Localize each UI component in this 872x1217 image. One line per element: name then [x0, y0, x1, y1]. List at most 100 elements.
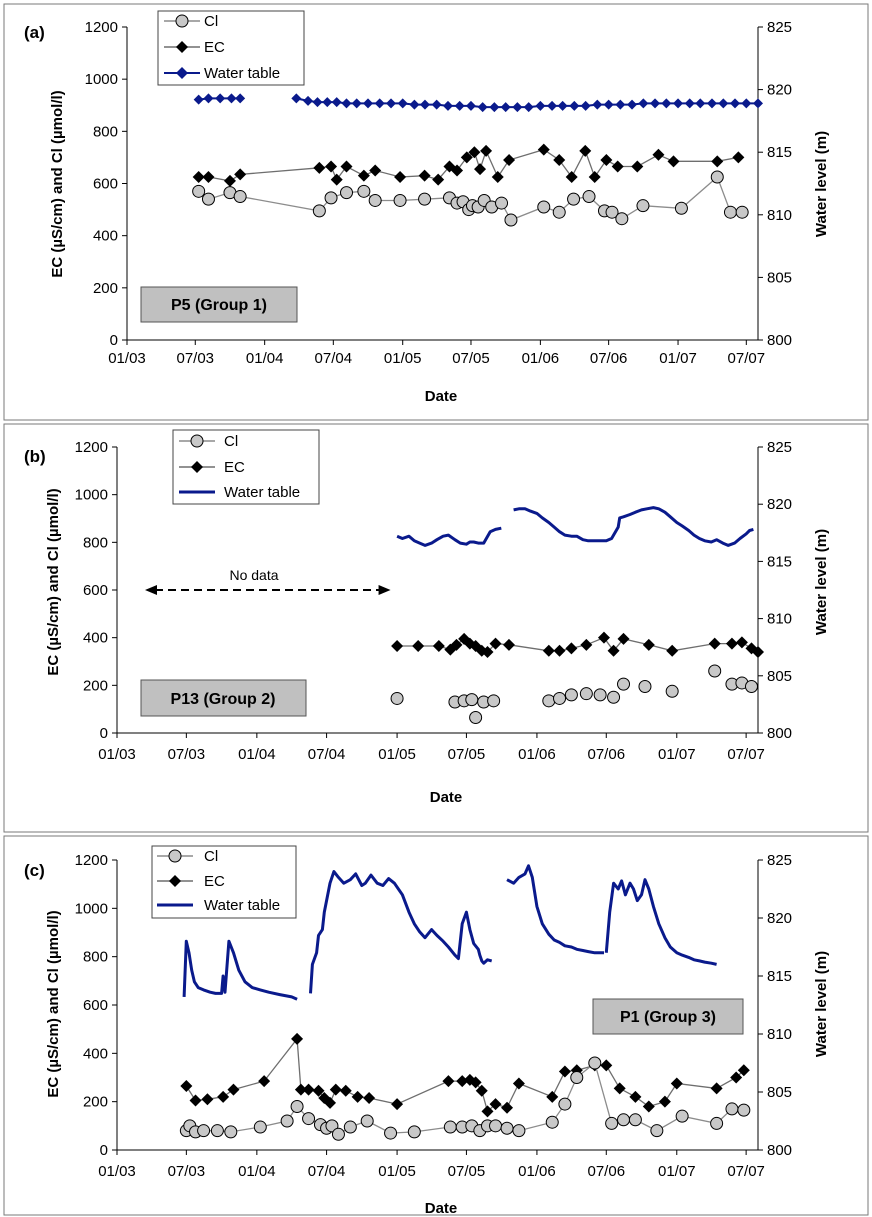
cl-point — [465, 693, 479, 707]
ec-point — [369, 164, 382, 177]
panel-a-group-box-rect — [140, 286, 298, 323]
ec-point — [432, 173, 445, 186]
panel-c-legend-label-water-table: Water table — [204, 897, 280, 914]
x-tick-label: 01/05 — [378, 746, 416, 763]
y-tick-label-right: 805 — [767, 269, 792, 286]
cl-point — [674, 201, 688, 215]
ec-point — [580, 638, 593, 651]
ec-point — [217, 1090, 230, 1103]
cl-point — [545, 1115, 559, 1129]
panel-b-y-axis-title-right: Water level (m) — [813, 529, 830, 635]
water-table-point — [226, 93, 237, 104]
ec-point — [588, 170, 601, 183]
ec-point — [607, 644, 620, 657]
x-tick-label: 01/04 — [238, 1163, 276, 1180]
water-table-point — [706, 98, 717, 109]
cl-point — [710, 170, 724, 184]
ec-point — [491, 170, 504, 183]
y-tick-label-right: 810 — [767, 1026, 792, 1043]
panel-a: 0 200 400 600 800 1000 1200 800 805 810 815 820 825 0… — [3, 3, 869, 421]
water-table-point — [489, 102, 500, 113]
cl-point — [357, 184, 371, 198]
water-table-point — [569, 100, 580, 111]
panel-a-legend-item-cl: Cl — [164, 13, 218, 30]
cl-point — [605, 1116, 619, 1130]
water-table-line — [513, 506, 754, 547]
cl-point — [343, 1120, 357, 1134]
y-tick-label-left: 600 — [83, 582, 108, 599]
ec-point — [642, 638, 655, 651]
ec-point — [480, 144, 493, 157]
y-tick-label-right: 820 — [767, 496, 792, 513]
cl-point — [650, 1124, 664, 1138]
ec-point — [600, 1059, 613, 1072]
cl-point — [593, 688, 607, 702]
y-tick-label-left: 1000 — [85, 71, 118, 88]
water-table-point — [615, 99, 626, 110]
ec-point — [294, 1083, 307, 1096]
panel-a-plot-area: 0 200 400 600 800 1000 1200 800 805 810 815 820 825 0… — [85, 19, 792, 367]
water-table-point — [592, 99, 603, 110]
cl-point — [210, 1124, 224, 1138]
ec-point — [189, 1094, 202, 1107]
ec-point — [474, 163, 487, 176]
water-table-point — [374, 98, 385, 109]
ec-point — [394, 170, 407, 183]
cl-point — [737, 1103, 751, 1117]
ec-point — [340, 160, 353, 173]
panel-c-y-axis-title-right: Water level (m) — [813, 951, 830, 1057]
ec-point — [553, 644, 566, 657]
x-tick-label: 07/05 — [452, 350, 490, 367]
water-table-line — [182, 939, 298, 1001]
panel-b-legend-item-ec: EC — [179, 459, 245, 476]
cl-point — [487, 694, 501, 708]
panel-b-group-label: P13 (Group 2) — [171, 691, 276, 708]
cl-point — [708, 664, 722, 678]
ec-point — [302, 1083, 315, 1096]
water-table-point — [363, 98, 374, 109]
ec-point — [708, 637, 721, 650]
x-tick-label: 07/05 — [448, 1163, 486, 1180]
x-tick-label: 01/05 — [378, 1163, 416, 1180]
y-tick-label-right: 825 — [767, 852, 792, 869]
water-table-point — [312, 97, 323, 108]
cl-point — [617, 1113, 631, 1127]
cl-legend-marker — [168, 849, 182, 863]
panel-c-plot-area: 0 200 400 600 800 1000 1200 800 805 810 815 820 825 0… — [75, 852, 792, 1180]
cl-point — [723, 205, 737, 219]
cl-legend-marker — [190, 434, 204, 448]
cl-point — [201, 192, 215, 206]
cl-point — [290, 1100, 304, 1113]
cl-point — [512, 1124, 526, 1138]
no-data-label: No data — [229, 567, 278, 583]
cl-point — [418, 192, 432, 206]
cl-point — [324, 191, 338, 205]
x-tick-label: 07/07 — [728, 350, 766, 367]
ec-point — [442, 1075, 455, 1088]
y-tick-label-right: 820 — [767, 82, 792, 99]
ec-point — [730, 1071, 743, 1084]
y-tick-label-left: 1000 — [75, 487, 108, 504]
cl-point — [710, 1116, 724, 1130]
ec-point — [412, 640, 425, 653]
x-tick-label: 07/03 — [168, 746, 206, 763]
ec-point — [732, 151, 745, 164]
ec-point — [329, 1083, 342, 1096]
ec-point — [325, 160, 338, 173]
ec-point — [202, 170, 215, 183]
ec-point — [489, 637, 502, 650]
cl-point — [407, 1125, 421, 1139]
water-table-point — [580, 100, 591, 111]
x-tick-label: 07/03 — [168, 1163, 206, 1180]
no-data-arrow-head-left — [145, 585, 157, 595]
ec-point — [481, 1105, 494, 1118]
cl-point — [607, 690, 621, 704]
ec-point — [565, 642, 578, 655]
ec-point — [475, 1084, 488, 1097]
water-table-point — [557, 100, 568, 111]
panel-c-legend: Cl EC Water table — [151, 845, 297, 919]
ec-point — [223, 174, 236, 187]
water-table-point — [454, 100, 465, 111]
cl-point — [570, 1071, 584, 1084]
panel-a-legend-item-water-table: Water table — [164, 65, 280, 82]
